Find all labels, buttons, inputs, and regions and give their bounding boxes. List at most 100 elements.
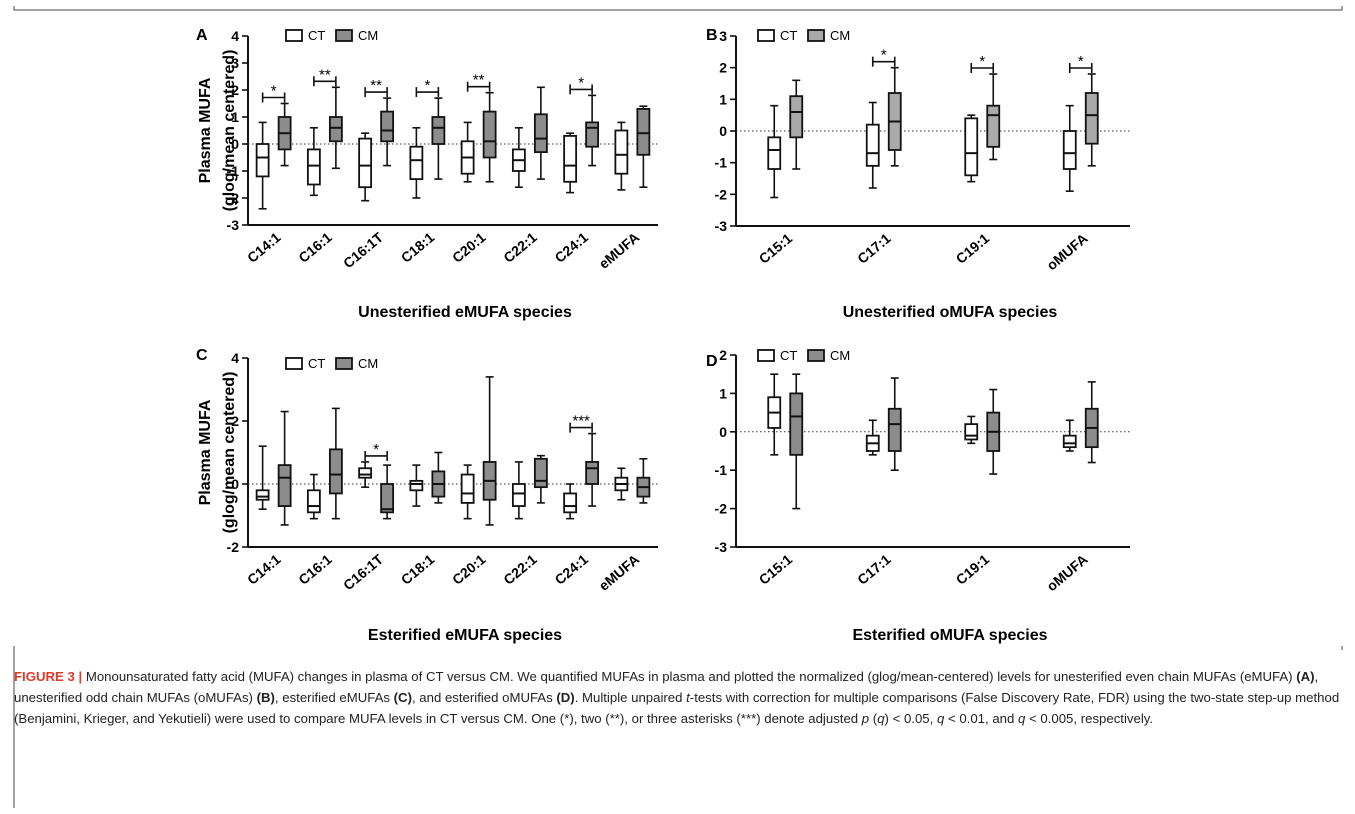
box-iqr xyxy=(865,123,880,167)
box-iqr xyxy=(585,461,600,485)
box-ct-c161t xyxy=(358,132,373,202)
significance-label: * xyxy=(373,441,379,458)
caption-italic-p: p xyxy=(861,711,870,726)
x-tick-label: C24:1 xyxy=(552,229,592,266)
box-iqr xyxy=(789,95,804,139)
x-tick-label: eMUFA xyxy=(596,229,643,272)
caption-text: < 0.005, respectively. xyxy=(1025,711,1154,726)
box-iqr xyxy=(328,116,343,143)
box-cm-c181 xyxy=(431,97,446,180)
box-ct-c171 xyxy=(865,101,880,189)
box-iqr xyxy=(306,148,321,186)
legend-label-cm: CM xyxy=(358,356,378,371)
caption-ref-b: (B) xyxy=(256,690,275,705)
box-ct-emufa xyxy=(614,467,629,501)
panel-letter: A xyxy=(196,27,208,44)
box-iqr xyxy=(277,464,292,507)
y-tick-label: 0 xyxy=(231,476,239,492)
significance-label: * xyxy=(979,53,985,70)
legend-swatch-ct xyxy=(285,29,303,42)
box-cm-c161t xyxy=(380,464,395,520)
x-tick-label: C19:1 xyxy=(953,551,993,588)
x-tick-label: C18:1 xyxy=(398,551,438,588)
box-ct-c161t xyxy=(358,461,373,488)
legend-label-ct: CT xyxy=(780,28,797,43)
box-iqr xyxy=(533,457,548,489)
figure-caption: FIGURE 3 | Monounsaturated fatty acid (M… xyxy=(14,666,1342,729)
x-tick-label: C14:1 xyxy=(244,229,284,266)
caption-text: , esterified eMUFAs xyxy=(274,690,394,705)
box-cm-c191 xyxy=(986,388,1001,475)
y-tick-label: 1 xyxy=(719,91,727,107)
y-tick-label: 0 xyxy=(719,424,727,440)
significance-label: ** xyxy=(319,66,331,83)
legend-swatch-ct xyxy=(285,357,303,370)
box-iqr xyxy=(533,113,548,154)
legend: CT CM xyxy=(285,356,378,371)
box-iqr xyxy=(409,145,424,180)
box-iqr xyxy=(380,483,395,514)
box-ct-c191 xyxy=(964,114,979,183)
y-tick-label: 1 xyxy=(719,385,727,401)
y-tick-label: -3 xyxy=(227,217,240,233)
box-ct-c181 xyxy=(409,464,424,507)
legend-label-cm: CM xyxy=(830,28,850,43)
box-iqr xyxy=(964,423,979,441)
box-ct-c141 xyxy=(255,121,270,210)
caption-text: . Multiple unpaired xyxy=(574,690,687,705)
box-iqr xyxy=(482,110,497,159)
caption-text: ) < 0.05, xyxy=(884,711,937,726)
x-axis-label: Unesterified eMUFA species xyxy=(358,304,572,321)
legend-swatch-cm xyxy=(807,29,825,42)
y-tick-label: 0 xyxy=(231,136,239,152)
box-iqr xyxy=(563,492,578,514)
y-tick-label: 4 xyxy=(231,28,239,44)
box-iqr xyxy=(585,121,600,148)
caption-text: -tests with correction for multiple comp… xyxy=(14,690,1340,726)
box-cm-c241 xyxy=(585,94,600,167)
x-tick-label: C16:1 xyxy=(295,229,335,266)
box-iqr xyxy=(789,392,804,456)
box-cm-emufa xyxy=(636,105,651,188)
box-iqr xyxy=(636,108,651,156)
caption-text: < 0.01, and xyxy=(944,711,1019,726)
box-iqr xyxy=(563,134,578,183)
box-cm-c181 xyxy=(431,451,446,504)
box-cm-c161t xyxy=(380,97,395,167)
x-axis-label: Unesterified oMUFA species xyxy=(843,304,1058,321)
significance-label: ** xyxy=(473,72,485,89)
caption-ref-d: (D) xyxy=(556,690,575,705)
y-tick-label: 2 xyxy=(719,60,727,76)
legend: CT CM xyxy=(757,28,850,43)
box-ct-emufa xyxy=(614,121,629,191)
y-axis-label: (glog/mean centered) xyxy=(221,50,238,212)
legend-label-cm: CM xyxy=(830,348,850,363)
y-tick-label: 4 xyxy=(231,350,239,366)
significance-label: * xyxy=(881,47,887,64)
x-tick-label: C20:1 xyxy=(449,551,489,588)
box-cm-c171 xyxy=(887,66,902,167)
significance-label: *** xyxy=(572,413,590,430)
significance-label: * xyxy=(578,74,584,91)
box-cm-c201 xyxy=(482,91,497,183)
y-tick-label: -1 xyxy=(227,163,240,179)
legend-swatch-ct xyxy=(757,29,775,42)
x-tick-label: C16:1T xyxy=(340,551,386,594)
box-iqr xyxy=(358,137,373,189)
caption-text: ( xyxy=(869,711,878,726)
legend-label-ct: CT xyxy=(308,356,325,371)
caption-text: Monounsaturated fatty acid (MUFA) change… xyxy=(82,669,1297,684)
y-tick-label: 2 xyxy=(231,82,239,98)
legend: CT CM xyxy=(285,28,378,43)
box-iqr xyxy=(409,479,424,492)
box-ct-c161 xyxy=(306,473,321,520)
box-ct-c191 xyxy=(964,415,979,445)
y-tick-label: 0 xyxy=(719,123,727,139)
y-tick-label: -3 xyxy=(715,539,728,555)
panel-letter: B xyxy=(706,27,718,44)
box-cm-c141 xyxy=(277,102,292,167)
y-tick-label: 2 xyxy=(719,347,727,363)
legend-swatch-cm xyxy=(335,357,353,370)
legend: CT CM xyxy=(757,348,850,363)
